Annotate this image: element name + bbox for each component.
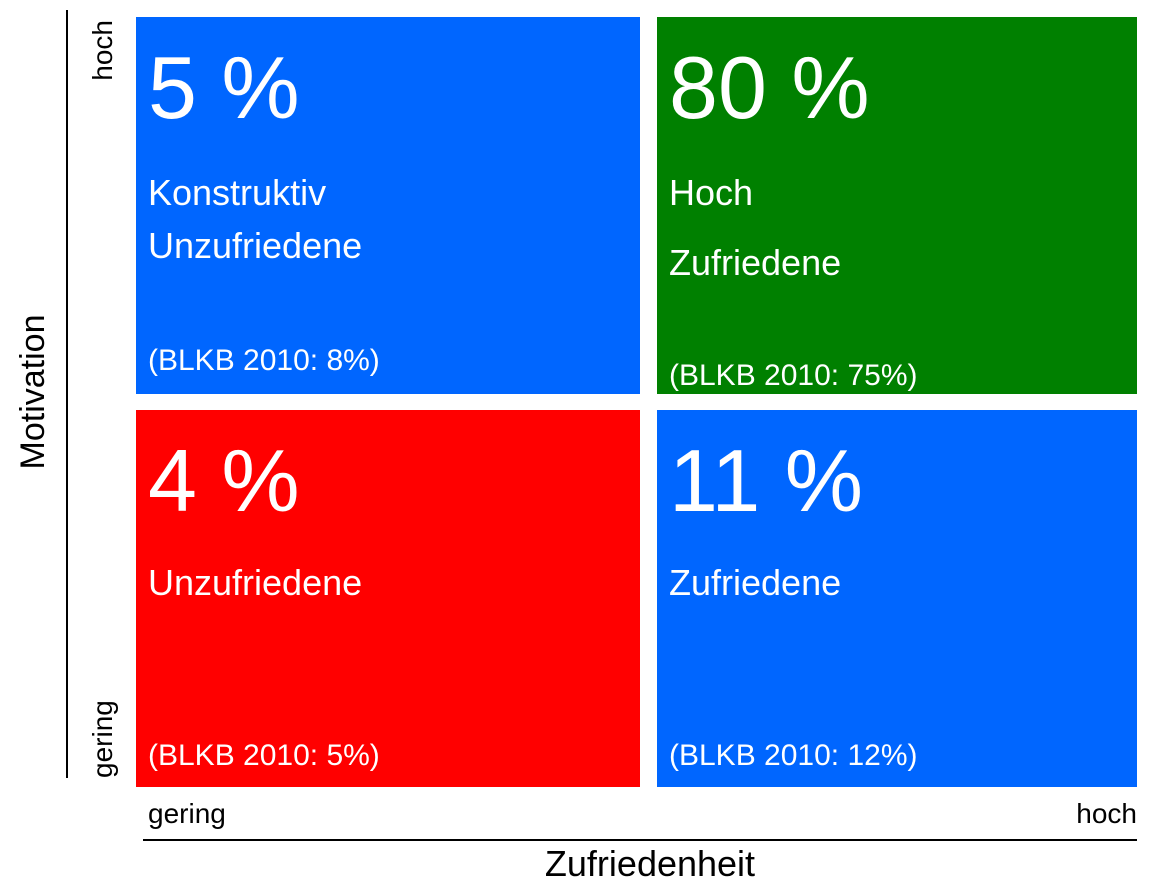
quadrant-comparison: (BLKB 2010: 8%) — [148, 344, 380, 377]
quadrant-percent: 11 % — [669, 431, 863, 530]
quadrant-percent: 5 % — [148, 38, 300, 137]
quadrant-label: Zufriedene — [669, 242, 841, 283]
quadrant — [136, 17, 640, 394]
quadrant — [657, 410, 1137, 787]
quadrants: 5 % Konstruktiv Unzufriedene (BLKB 2010: 8%… — [136, 17, 1137, 787]
y-axis-high: hoch — [87, 20, 118, 81]
quadrant — [657, 17, 1137, 394]
x-axis-title: Zufriedenheit — [545, 843, 755, 882]
quadrant — [136, 410, 640, 787]
quadrant-label: Unzufriedene — [148, 225, 362, 266]
y-axis-title: Motivation — [14, 315, 52, 470]
quadrant-percent: 4 % — [148, 431, 300, 530]
x-axis-low: gering — [148, 798, 226, 829]
x-axis-high: hoch — [1076, 798, 1137, 829]
y-axis-low: gering — [87, 700, 118, 778]
quadrant-label: Konstruktiv — [148, 172, 326, 213]
quadrant-label: Zufriedene — [669, 562, 841, 603]
quadrant-label: Unzufriedene — [148, 562, 362, 603]
quadrant-comparison: (BLKB 2010: 75%) — [669, 359, 917, 392]
quadrant-comparison: (BLKB 2010: 12%) — [669, 739, 917, 772]
quadrant-percent: 80 % — [669, 38, 870, 137]
quadrant-comparison: (BLKB 2010: 5%) — [148, 739, 380, 772]
quadrant-label: Hoch — [669, 172, 753, 213]
